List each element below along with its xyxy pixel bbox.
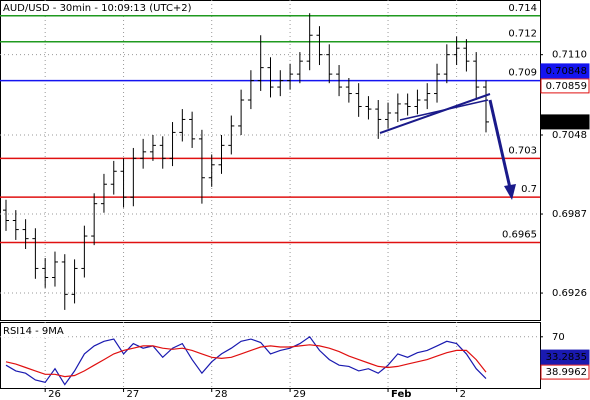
- forecast-arrow: [488, 99, 512, 189]
- price-box-label: 33.2835: [546, 352, 587, 363]
- x-tick-label: Feb: [391, 389, 411, 400]
- level-label: 0.709: [508, 68, 537, 79]
- level-label: 0.714: [508, 3, 537, 14]
- plot-layer: 0.714 0.712 0.709 0.703 0.7 0.6965 26 27 28 29 Feb…: [0, 0, 543, 400]
- price-frame: [0, 0, 541, 321]
- price-box-label: 0.70848: [546, 66, 587, 77]
- level-label: 0.7: [521, 184, 537, 195]
- trend-line: [379, 93, 491, 134]
- level-label: 0.712: [508, 29, 537, 40]
- x-tick-label: 29: [293, 389, 306, 400]
- y-tick-label: 0.7110: [552, 50, 587, 61]
- price-box: [540, 63, 590, 79]
- y-tick-label: 0.6987: [552, 209, 587, 220]
- y-tick-label: 0.7048: [552, 130, 587, 141]
- x-tick-label: 27: [127, 389, 140, 400]
- price-box: [540, 349, 590, 365]
- price-box: [540, 78, 590, 94]
- chart-title: AUD/USD - 30min - 10:09:13 (UTC+2): [3, 3, 192, 14]
- x-tick-label: 2: [460, 389, 466, 400]
- y-tick-label: 70: [552, 332, 565, 343]
- rsi-title-bg: [1, 324, 67, 337]
- price-box: [540, 114, 590, 130]
- level-label: 0.703: [508, 145, 537, 156]
- price-box: [540, 364, 590, 380]
- y-tick-label: 0.6926: [552, 288, 587, 299]
- price-box-label: 38.9962: [546, 367, 587, 378]
- trend-line: [399, 99, 489, 121]
- level-label: 0.6965: [502, 230, 537, 241]
- title-bg: [1, 1, 197, 15]
- arrow-head: [504, 184, 516, 200]
- rsi-title: RSI14 - 9MA: [3, 326, 64, 337]
- x-tick-label: 26: [48, 389, 61, 400]
- x-tick-label: 28: [215, 389, 228, 400]
- rsi-line: [5, 344, 487, 378]
- price-box-label: 0.70581: [546, 117, 587, 128]
- rsi-line: [5, 335, 487, 386]
- price-box-label: 0.70859: [546, 81, 587, 92]
